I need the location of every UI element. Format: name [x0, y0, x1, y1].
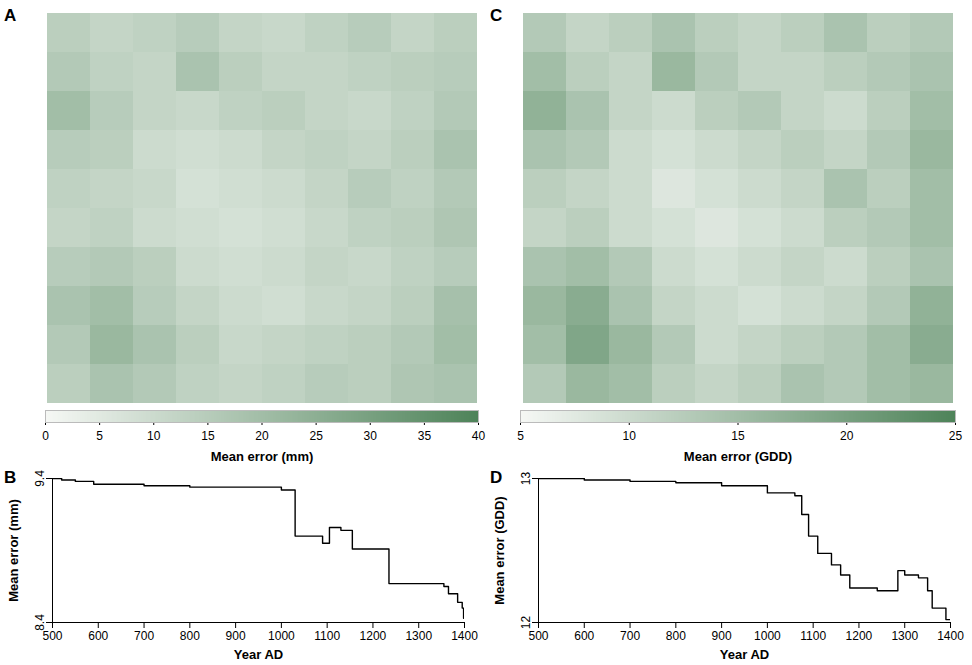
svg-text:1400: 1400 — [937, 629, 964, 643]
svg-text:10: 10 — [147, 429, 161, 443]
svg-text:900: 900 — [226, 629, 246, 643]
svg-text:1300: 1300 — [405, 629, 432, 643]
svg-text:800: 800 — [180, 629, 200, 643]
svg-text:1300: 1300 — [891, 629, 918, 643]
svg-text:1000: 1000 — [268, 629, 295, 643]
svg-text:35: 35 — [418, 429, 432, 443]
svg-text:20: 20 — [255, 429, 269, 443]
svg-text:Mean error (mm): Mean error (mm) — [6, 499, 21, 602]
svg-text:40: 40 — [472, 429, 486, 443]
svg-text:500: 500 — [528, 629, 548, 643]
svg-text:1000: 1000 — [754, 629, 781, 643]
svg-text:30: 30 — [364, 429, 378, 443]
svg-text:600: 600 — [574, 629, 594, 643]
svg-text:Mean error (GDD): Mean error (GDD) — [684, 449, 792, 464]
svg-text:1100: 1100 — [800, 629, 826, 643]
svg-text:600: 600 — [88, 629, 108, 643]
svg-text:15: 15 — [731, 429, 745, 443]
svg-text:9.4: 9.4 — [33, 470, 47, 487]
svg-text:13: 13 — [519, 472, 533, 486]
svg-text:500: 500 — [42, 629, 62, 643]
svg-text:800: 800 — [666, 629, 686, 643]
svg-text:Year AD: Year AD — [720, 647, 769, 662]
svg-text:900: 900 — [712, 629, 732, 643]
html-text:B: B — [4, 468, 17, 487]
svg-text:700: 700 — [134, 629, 154, 643]
svg-text:Mean error (GDD): Mean error (GDD) — [492, 496, 507, 604]
svg-text:0: 0 — [42, 429, 49, 443]
svg-text:700: 700 — [620, 629, 640, 643]
svg-text:8.4: 8.4 — [32, 614, 47, 631]
svg-text:1200: 1200 — [360, 629, 387, 643]
svg-text:5: 5 — [517, 429, 524, 443]
svg-text:25: 25 — [309, 429, 323, 443]
svg-text:Year AD: Year AD — [234, 647, 283, 662]
svg-text:1100: 1100 — [314, 629, 340, 643]
html-text:C: C — [490, 6, 503, 25]
svg-text:10: 10 — [623, 429, 637, 443]
html-text:A: A — [4, 6, 17, 25]
svg-text:15: 15 — [201, 429, 215, 443]
svg-text:Mean error (mm): Mean error (mm) — [211, 449, 314, 464]
svg-text:5: 5 — [96, 429, 103, 443]
svg-text:20: 20 — [840, 429, 854, 443]
svg-text:25: 25 — [949, 429, 963, 443]
svg-text:1400: 1400 — [451, 629, 478, 643]
html-text:D: D — [490, 468, 503, 487]
svg-text:12: 12 — [519, 616, 533, 630]
svg-text:1200: 1200 — [846, 629, 873, 643]
